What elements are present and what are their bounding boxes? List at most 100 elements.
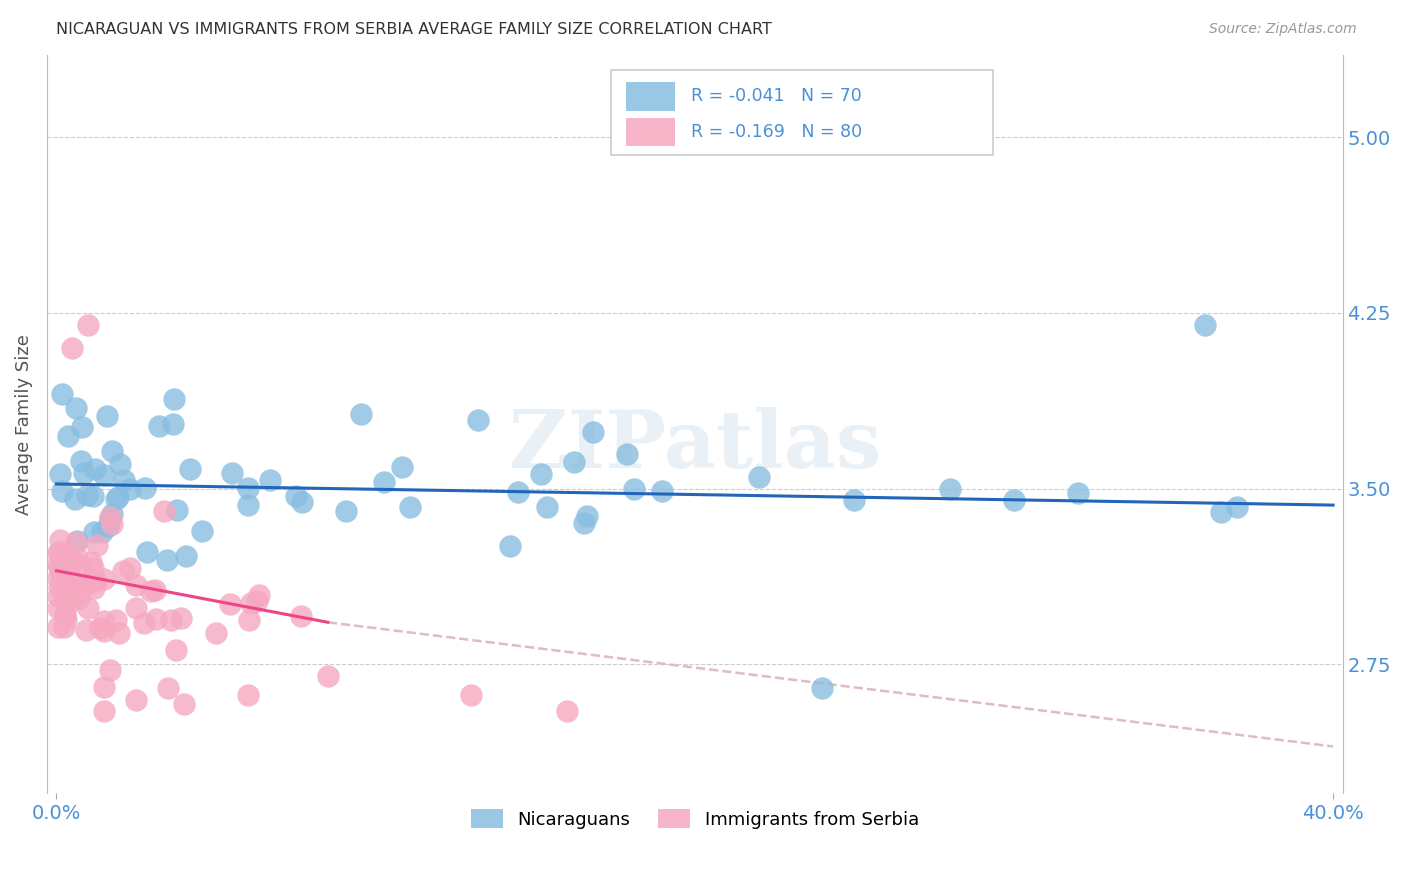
Point	[148, 418, 170, 433]
Point	[179, 462, 201, 476]
Point	[221, 466, 243, 480]
Point	[51, 567, 73, 582]
Point	[77, 318, 100, 332]
Point	[141, 584, 163, 599]
Point	[111, 564, 134, 578]
Point	[844, 493, 866, 508]
Point	[145, 612, 167, 626]
Point	[55, 608, 77, 623]
Point	[112, 473, 135, 487]
Point	[173, 698, 195, 712]
Point	[53, 620, 76, 634]
Point	[70, 419, 93, 434]
Point	[246, 594, 269, 608]
Point	[93, 615, 115, 629]
Point	[55, 591, 77, 606]
Point	[236, 688, 259, 702]
Point	[83, 524, 105, 539]
Point	[89, 621, 111, 635]
Point	[56, 582, 79, 596]
Point	[623, 482, 645, 496]
Point	[56, 597, 79, 611]
Point	[82, 561, 104, 575]
FancyBboxPatch shape	[626, 118, 675, 146]
Point	[58, 568, 80, 582]
Point	[76, 488, 98, 502]
Text: ZIPatlas: ZIPatlas	[509, 408, 882, 485]
Point	[55, 607, 77, 622]
Point	[1067, 486, 1090, 500]
Point	[51, 387, 73, 401]
Point	[62, 341, 84, 355]
Point	[125, 578, 148, 592]
Point	[79, 555, 101, 569]
Point	[53, 549, 76, 563]
Point	[98, 510, 121, 524]
Point	[290, 609, 312, 624]
Point	[335, 504, 357, 518]
Point	[77, 601, 100, 615]
Point	[467, 413, 489, 427]
Point	[46, 590, 69, 604]
Point	[350, 407, 373, 421]
Point	[508, 484, 530, 499]
Point	[218, 597, 240, 611]
Point	[157, 681, 180, 695]
Point	[72, 467, 94, 481]
Point	[238, 498, 260, 512]
Point	[86, 538, 108, 552]
Point	[134, 481, 156, 495]
Text: NICARAGUAN VS IMMIGRANTS FROM SERBIA AVERAGE FAMILY SIZE CORRELATION CHART: NICARAGUAN VS IMMIGRANTS FROM SERBIA AVE…	[56, 22, 772, 37]
Point	[118, 483, 141, 497]
Point	[160, 613, 183, 627]
Point	[163, 392, 186, 406]
Point	[1211, 505, 1233, 519]
Point	[555, 704, 578, 718]
Point	[70, 454, 93, 468]
Point	[939, 482, 962, 496]
Point	[46, 620, 69, 634]
Point	[1226, 500, 1249, 515]
Point	[58, 578, 80, 592]
Point	[169, 611, 191, 625]
Point	[108, 457, 131, 471]
FancyBboxPatch shape	[626, 82, 675, 111]
Point	[118, 560, 141, 574]
Point	[48, 580, 70, 594]
Point	[536, 500, 558, 514]
Text: Source: ZipAtlas.com: Source: ZipAtlas.com	[1209, 22, 1357, 37]
Point	[101, 516, 124, 531]
Point	[51, 484, 73, 499]
Point	[498, 539, 520, 553]
Point	[67, 591, 90, 606]
Point	[49, 533, 72, 548]
Point	[93, 573, 115, 587]
Point	[91, 524, 114, 539]
Point	[96, 409, 118, 424]
Point	[104, 491, 127, 506]
Point	[77, 575, 100, 590]
Point	[52, 559, 75, 574]
Point	[48, 560, 70, 574]
Point	[373, 475, 395, 490]
Point	[60, 556, 83, 570]
Point	[70, 560, 93, 574]
Point	[97, 519, 120, 533]
Point	[98, 663, 121, 677]
Point	[574, 516, 596, 530]
Point	[238, 614, 260, 628]
Point	[93, 704, 115, 718]
Point	[48, 558, 70, 572]
Point	[83, 581, 105, 595]
Point	[46, 546, 69, 560]
Point	[616, 447, 638, 461]
Point	[100, 507, 122, 521]
Point	[82, 573, 104, 587]
Point	[107, 625, 129, 640]
Point	[651, 483, 673, 498]
Point	[564, 455, 586, 469]
Point	[56, 429, 79, 443]
Point	[284, 489, 307, 503]
Point	[460, 688, 482, 702]
Point	[55, 613, 77, 627]
